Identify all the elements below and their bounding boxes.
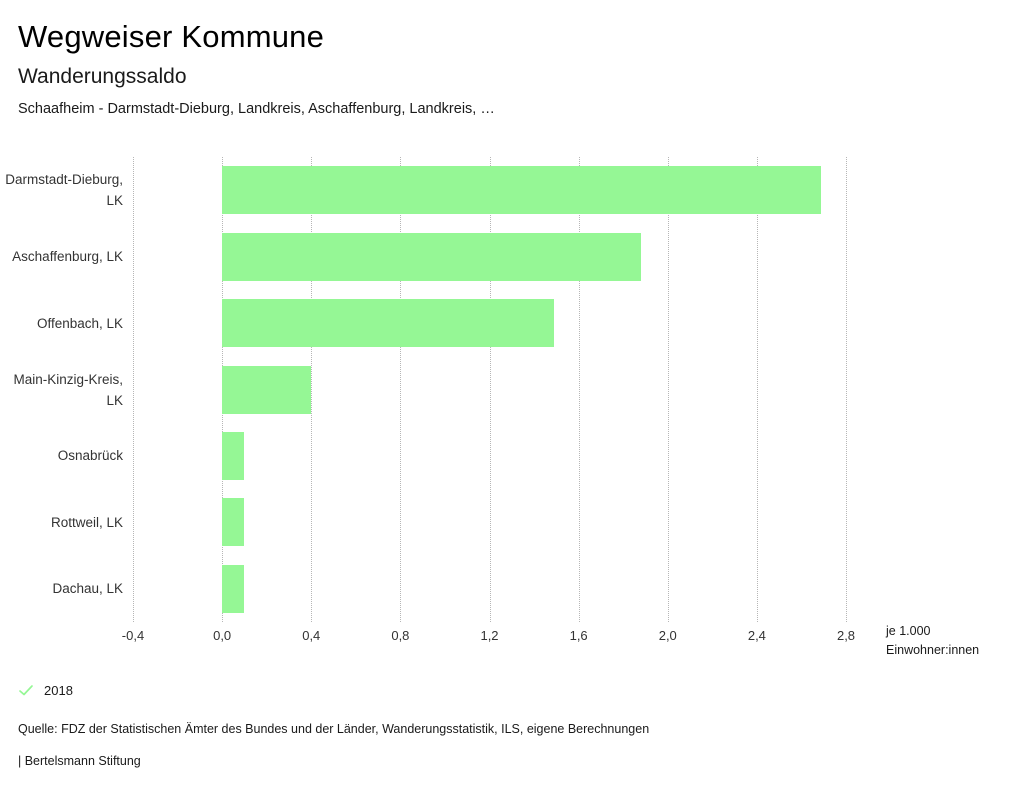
bar-row (133, 564, 846, 613)
y-axis-label: Aschaffenburg, LK (12, 249, 123, 265)
bar-row (133, 365, 846, 414)
source-note: Quelle: FDZ der Statistischen Ämter des … (18, 722, 650, 736)
x-axis-tick: 0,0 (213, 628, 232, 643)
bar-row (133, 232, 846, 281)
x-axis-unit-label: je 1.000 Einwohner:innen (886, 622, 979, 660)
y-axis-label: Offenbach, LK (36, 315, 123, 331)
bar-row (133, 166, 846, 215)
x-axis-tick: 2,0 (658, 628, 677, 643)
bar[interactable] (222, 166, 822, 215)
x-axis-tick: 0,4 (302, 628, 321, 643)
x-axis-tick: 2,8 (836, 628, 856, 643)
plot-area (133, 157, 847, 622)
bar[interactable] (222, 431, 245, 480)
x-axis-tick: -0,4 (121, 628, 145, 643)
gridline (133, 157, 134, 622)
gridline (667, 157, 669, 622)
bar[interactable] (222, 299, 555, 348)
legend-item-label: 2018 (44, 682, 73, 698)
unit-line-1: je 1.000 (886, 624, 931, 638)
x-axis-tick: 0,8 (391, 628, 410, 643)
gridline (756, 157, 758, 622)
unit-line-2: Einwohner:innen (886, 643, 980, 657)
y-axis-label: Osnabrück (57, 448, 123, 464)
bar-row (133, 498, 846, 547)
bar[interactable] (222, 498, 245, 547)
x-axis-tick: 1,2 (480, 628, 499, 643)
y-axis-label: Rottweil, LK (50, 514, 123, 530)
bar[interactable] (222, 365, 312, 414)
check-icon (18, 682, 34, 698)
y-axis-label: Dachau, LK (52, 581, 123, 597)
gridline (489, 157, 491, 622)
bar[interactable] (222, 232, 641, 281)
brand-note: | Bertelsmann Stiftung (18, 754, 141, 768)
page-header: Wegweiser Kommune Wanderungssaldo Schaaf… (18, 0, 1008, 119)
y-axis-label: Darmstadt-Dieburg, LK (5, 172, 123, 209)
bar[interactable] (222, 564, 245, 613)
page-footer: Quelle: FDZ der Statistischen Ämter des … (18, 720, 998, 770)
x-axis-tick: 2,4 (747, 628, 766, 643)
bar-row (133, 299, 846, 348)
x-axis-tick: 1,6 (569, 628, 588, 643)
chart-legend[interactable]: 2018 (18, 682, 73, 698)
chart-scope-label: Schaafheim - Darmstadt-Dieburg, Landkrei… (18, 101, 495, 117)
y-axis-category-labels: Darmstadt-Dieburg, LK Aschaffenburg, LK Of… (0, 157, 123, 622)
y-axis-label: Main-Kinzig-Kreis, LK (13, 371, 123, 408)
gridline (578, 157, 580, 622)
gridline (400, 157, 402, 622)
bar-row (133, 431, 846, 480)
page-title: Wegweiser Kommune (18, 19, 325, 54)
gridline (311, 157, 313, 622)
gridline (846, 157, 847, 622)
chart-subtitle: Wanderungssaldo (18, 65, 187, 88)
